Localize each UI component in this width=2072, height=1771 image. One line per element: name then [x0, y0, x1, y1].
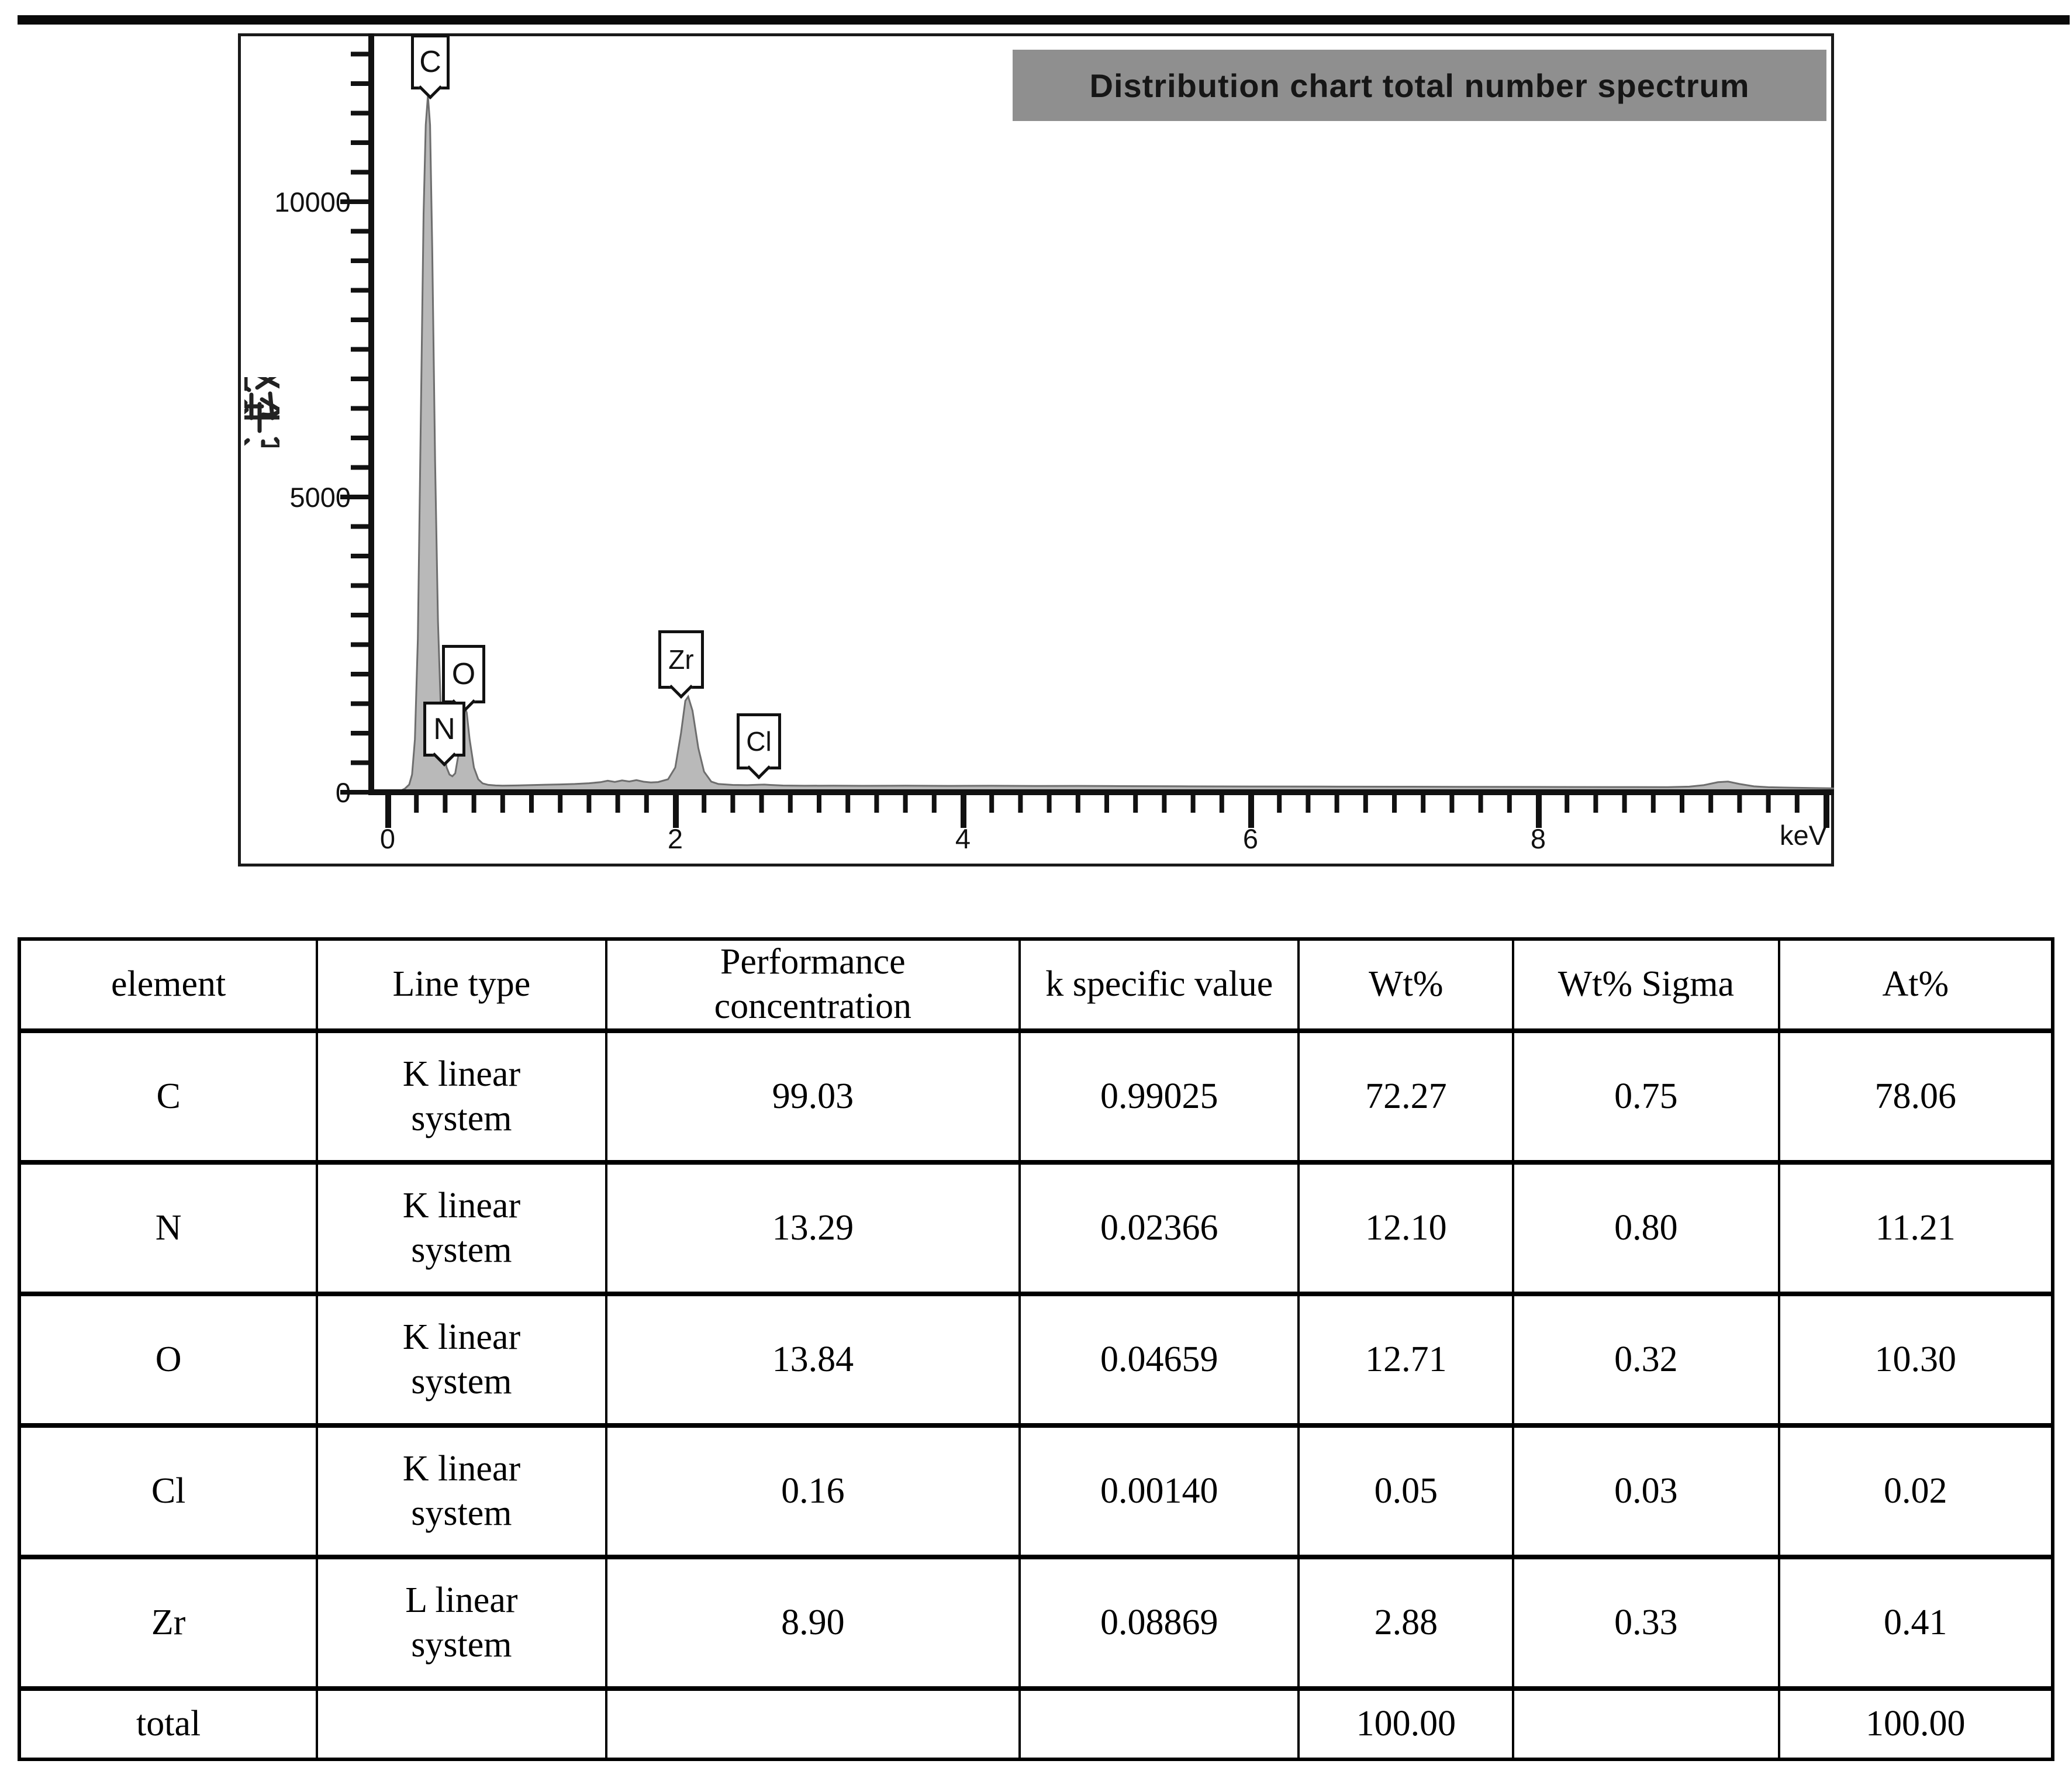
line-type-l2: system [411, 1098, 512, 1138]
quantification-table: element Line type Performance concentrat… [18, 937, 2054, 1761]
header-at-percent: At% [1777, 941, 2051, 1028]
xtick-0: 0 [379, 823, 396, 854]
peak-label-O: O [442, 645, 485, 703]
line-type-l1: K linear [402, 1317, 521, 1357]
cell-line-type: K linear system [316, 1423, 605, 1555]
cell-k-value: 0.00140 [1018, 1423, 1298, 1555]
line-type-l1: K linear [402, 1054, 521, 1094]
cell-wt-sigma: 0.33 [1512, 1555, 1778, 1686]
cell-k-value: 0.08869 [1018, 1555, 1298, 1686]
cell-at: 0.41 [1777, 1555, 2051, 1686]
header-element: element [111, 964, 226, 1004]
cell-wt: 72.27 [1297, 1028, 1512, 1160]
chart-title: Distribution chart total number spectrum [1013, 50, 1826, 121]
cell-wt: 2.88 [1297, 1555, 1512, 1686]
cell-wt: 12.71 [1297, 1292, 1512, 1423]
line-type-l2: system [411, 1230, 512, 1270]
cell-wt-total: 100.00 [1297, 1686, 1512, 1758]
cell-line-type-empty [316, 1686, 605, 1758]
ytick-10000: 10000 [274, 187, 351, 218]
cell-at: 78.06 [1777, 1028, 2051, 1160]
cell-performance-empty [605, 1686, 1019, 1758]
peak-label-C: C [411, 34, 450, 89]
peak-label-Cl: Cl [737, 713, 781, 769]
cell-performance: 99.03 [605, 1028, 1019, 1160]
cell-at-total: 100.00 [1777, 1686, 2051, 1758]
cell-element: C [21, 1028, 316, 1160]
cell-line-type: L linear system [316, 1555, 605, 1686]
cell-k-value: 0.99025 [1018, 1028, 1298, 1160]
cell-k-value: 0.02366 [1018, 1160, 1298, 1292]
cell-wt-sigma: 0.80 [1512, 1160, 1778, 1292]
header-line-type: Line type [316, 941, 605, 1028]
cell-at: 10.30 [1777, 1292, 2051, 1423]
line-type-l1: K linear [402, 1448, 521, 1489]
ylabel-cjk-glyphs [236, 367, 289, 454]
ytick-5000: 5000 [289, 482, 351, 513]
cell-performance: 8.90 [605, 1555, 1019, 1686]
cell-performance: 13.29 [605, 1160, 1019, 1292]
cell-at: 11.21 [1777, 1160, 2051, 1292]
cell-line-type: K linear system [316, 1028, 605, 1160]
cell-element: N [21, 1160, 316, 1292]
cell-performance: 0.16 [605, 1423, 1019, 1555]
line-type-l1: K linear [402, 1185, 521, 1225]
xtick-2: 2 [667, 823, 683, 854]
cell-wt-sigma: 0.75 [1512, 1028, 1778, 1160]
xtick-6: 6 [1242, 823, 1259, 854]
line-type-l1: L linear [405, 1580, 518, 1620]
cell-element-total: total [21, 1686, 316, 1758]
cell-k-value: 0.04659 [1018, 1292, 1298, 1423]
header-k-specific-value: k specific value [1018, 941, 1297, 1028]
line-type-l2: system [411, 1493, 512, 1533]
spectrum-chart-frame [238, 33, 1834, 866]
header-performance-concentration: Performance concentration [605, 941, 1019, 1028]
x-axis-unit-label: keV [1780, 820, 1827, 851]
line-type-l2: system [411, 1361, 512, 1401]
cell-performance: 13.84 [605, 1292, 1019, 1423]
cell-at: 0.02 [1777, 1423, 2051, 1555]
cell-wt: 0.05 [1297, 1423, 1512, 1555]
cell-k-value-empty [1018, 1686, 1298, 1758]
top-rule-divider [18, 15, 2070, 25]
y-axis-label-counts [236, 367, 289, 454]
cell-line-type: K linear system [316, 1160, 605, 1292]
spectrum-plot [340, 33, 1834, 828]
line-type-l2: system [411, 1624, 512, 1665]
cell-element: O [21, 1292, 316, 1423]
cell-wt-sigma-empty [1512, 1686, 1778, 1758]
header-wt-sigma: Wt% Sigma [1512, 941, 1777, 1028]
header-wt-percent: Wt% [1297, 941, 1512, 1028]
ytick-0: 0 [335, 777, 351, 808]
cell-line-type: K linear system [316, 1292, 605, 1423]
peak-label-Zr: Zr [658, 630, 704, 689]
xtick-8: 8 [1530, 823, 1546, 854]
cell-wt-sigma: 0.03 [1512, 1423, 1778, 1555]
cell-wt: 12.10 [1297, 1160, 1512, 1292]
peak-label-N: N [423, 702, 465, 757]
xtick-4: 4 [955, 823, 971, 854]
cell-element: Cl [21, 1423, 316, 1555]
cell-wt-sigma: 0.32 [1512, 1292, 1778, 1423]
cell-element: Zr [21, 1555, 316, 1686]
